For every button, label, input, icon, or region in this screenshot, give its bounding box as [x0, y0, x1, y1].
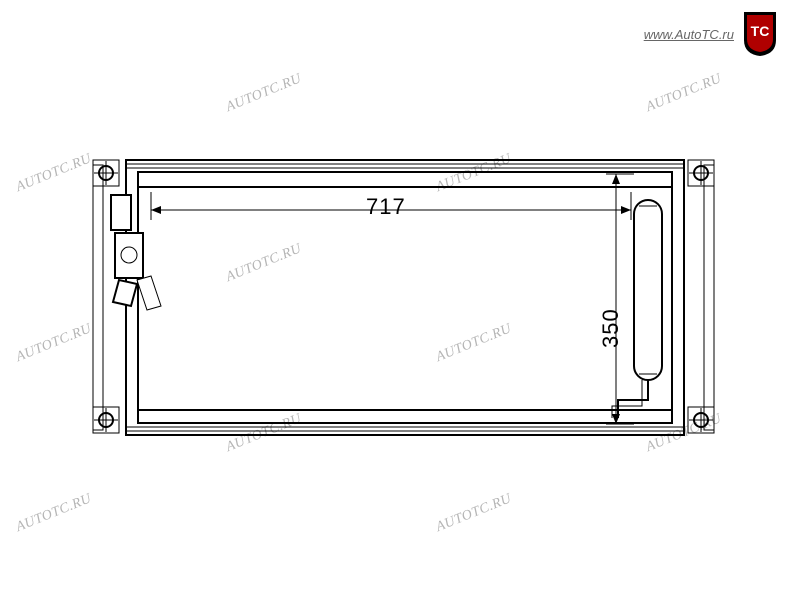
site-url-text: www.AutoTC.ru [644, 27, 734, 42]
watermark-text: AUTOTC.RU [14, 321, 94, 366]
dimension-height: 350 [598, 308, 624, 348]
technical-drawing: 717 350 [86, 100, 721, 460]
drawing-svg [86, 100, 721, 460]
shield-icon: TC [740, 10, 780, 58]
watermark-text: AUTOTC.RU [14, 151, 94, 196]
watermark-text: AUTOTC.RU [434, 491, 514, 536]
shield-letters: TC [751, 23, 770, 39]
site-logo: www.AutoTC.ru TC [644, 10, 780, 58]
dimension-width: 717 [366, 194, 406, 220]
watermark-text: AUTOTC.RU [14, 491, 94, 536]
